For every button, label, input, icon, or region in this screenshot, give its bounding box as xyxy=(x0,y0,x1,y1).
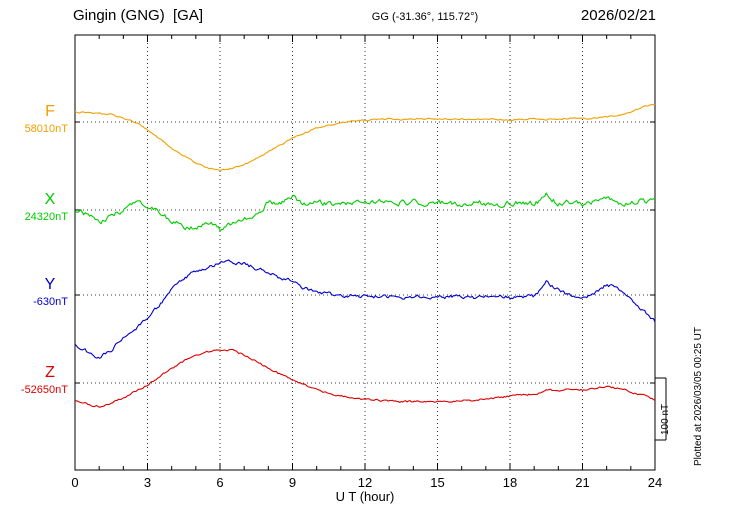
geographic-coordinates: GG (-31.36°, 115.72°) xyxy=(371,11,479,23)
trace-label-X: X xyxy=(44,191,56,208)
plot-date: 2026/02/21 xyxy=(580,7,656,24)
trace-baseline-value-Z: -52650nT xyxy=(20,384,68,396)
trace-label-F: F xyxy=(45,103,55,120)
x-tick-label: 15 xyxy=(430,475,445,490)
trace-label-Y: Y xyxy=(44,276,56,293)
plotted-at-note: Plotted at 2026/03/05 00:25 UT xyxy=(693,327,704,466)
x-tick-label: 12 xyxy=(357,475,373,490)
x-tick-label: 9 xyxy=(288,475,297,490)
x-tick-label: 3 xyxy=(143,475,152,490)
trace-baseline-value-F: 58010nT xyxy=(24,123,68,135)
x-tick-label: 6 xyxy=(216,475,224,490)
x-tick-label: 18 xyxy=(502,475,518,490)
x-tick-label: 21 xyxy=(575,475,590,490)
scale-bar-label: 100 nT xyxy=(660,403,671,435)
plot-frame xyxy=(74,34,656,471)
trace-label-Z: Z xyxy=(45,364,55,381)
x-tick-label: 0 xyxy=(71,475,79,490)
station-title: Gingin (GNG) [GA] xyxy=(73,7,204,24)
trace-Z xyxy=(74,348,656,408)
trace-Y xyxy=(74,259,656,359)
x-tick-label: 24 xyxy=(647,475,663,490)
x-axis-label: U T (hour) xyxy=(335,489,395,504)
trace-F xyxy=(74,103,656,171)
trace-baseline-value-Y: -630nT xyxy=(33,296,68,308)
trace-baseline-value-X: 24320nT xyxy=(24,211,68,223)
trace-X xyxy=(74,192,656,232)
